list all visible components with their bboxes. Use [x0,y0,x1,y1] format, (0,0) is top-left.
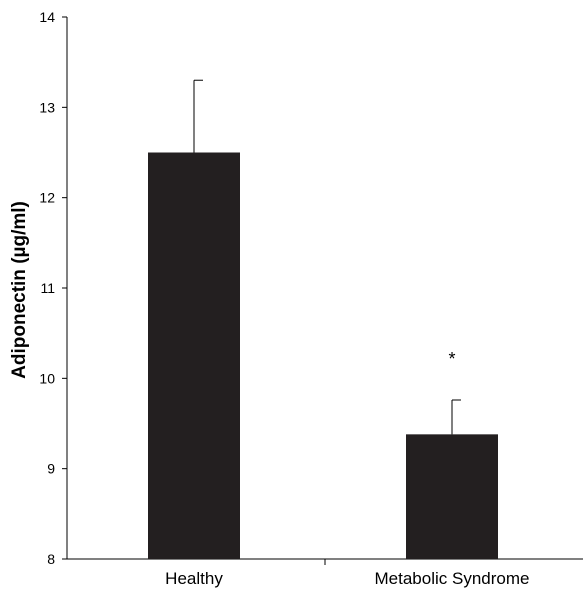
y-tick-label: 10 [39,370,55,386]
y-tick-label: 14 [39,9,55,25]
y-tick-label: 9 [47,461,55,477]
significance-marker: * [448,349,455,369]
x-category-label: Metabolic Syndrome [375,569,530,588]
x-category-label: Healthy [165,569,223,588]
y-tick-label: 11 [40,280,55,296]
y-tick-label: 12 [39,190,55,206]
y-axis-title: Adiponectin (µg/ml) [9,201,30,379]
y-tick-label: 13 [39,99,55,115]
bar [406,434,498,559]
bar [148,152,240,559]
x-axis [67,558,583,565]
y-axis: 8 9 10 11 12 13 14 [39,9,68,567]
bars: Healthy Metabolic Syndrome * [148,79,530,588]
y-tick-label: 8 [47,551,55,567]
